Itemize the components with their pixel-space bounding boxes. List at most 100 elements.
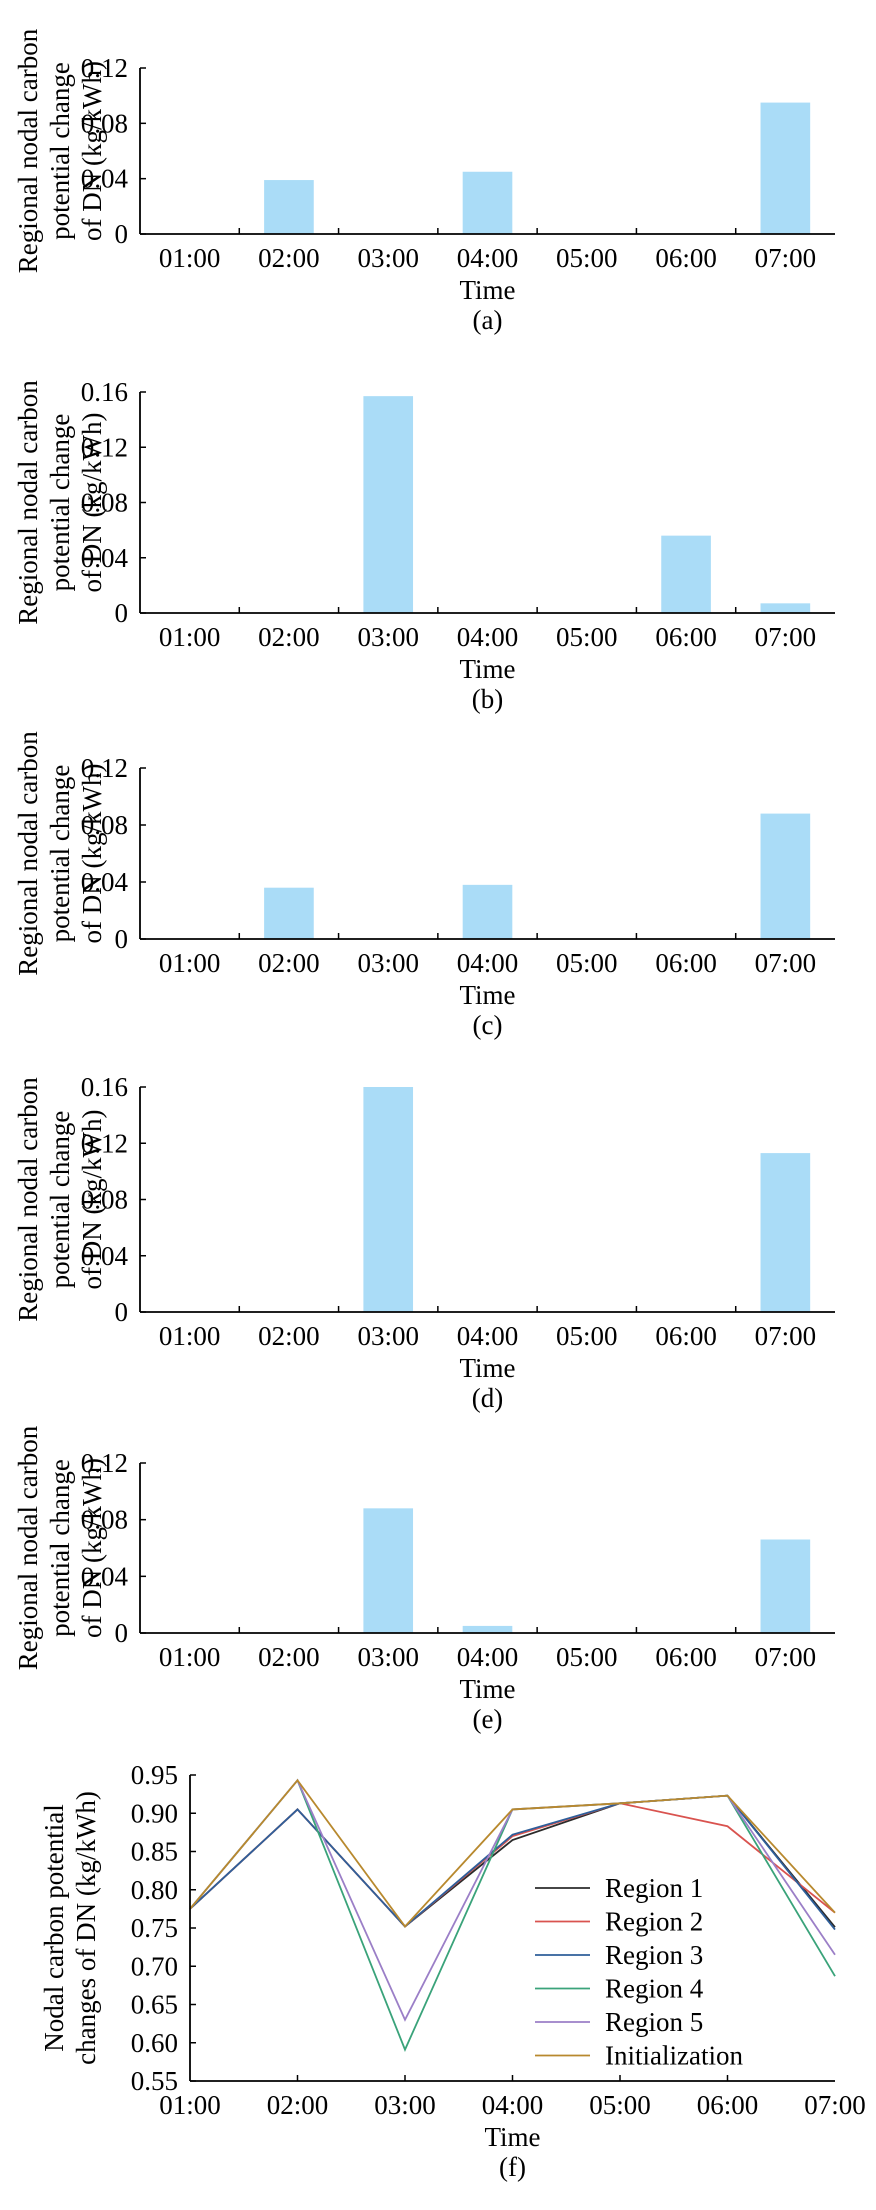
y-axis-label: Regional nodal carbon potential change of …: [13, 1425, 107, 1670]
y-tick-label: 0.55: [131, 2066, 178, 2096]
y-tick-label: 0.85: [131, 1837, 178, 1867]
bar: [462, 1625, 513, 1633]
x-tick-label: 03:00: [357, 1642, 419, 1672]
x-tick-label: 02:00: [258, 1321, 320, 1351]
legend-label: Region 3: [605, 1940, 703, 1970]
y-tick-label: 0.90: [131, 1798, 178, 1828]
x-tick-label: 03:00: [357, 948, 419, 978]
y-tick-label: 0.04: [81, 867, 129, 897]
y-tick-label: 0.95: [131, 1760, 178, 1790]
y-tick-label: 0.80: [131, 1875, 178, 1905]
bar: [363, 396, 414, 613]
x-axis-label: Time: [459, 654, 515, 684]
bar: [760, 813, 811, 939]
y-axis-label-line: changes of DN (kg/kWh): [71, 1791, 101, 2065]
series-line: [189, 1802, 836, 1928]
x-axis-label: Time: [459, 1674, 515, 1704]
x-tick-label: 06:00: [655, 1642, 717, 1672]
x-tick-label: 05:00: [556, 948, 618, 978]
x-tick-label: 05:00: [589, 2090, 651, 2120]
y-tick-label: 0.08: [81, 810, 128, 840]
bar: [760, 102, 811, 234]
x-tick-label: 02:00: [258, 948, 320, 978]
y-tick-label: 0.75: [131, 1913, 178, 1943]
x-tick-label: 02:00: [267, 2090, 329, 2120]
bar: [462, 171, 513, 234]
x-tick-label: 01:00: [159, 1321, 221, 1351]
x-tick-label: 03:00: [357, 622, 419, 652]
x-tick-label: 01:00: [159, 622, 221, 652]
series-line: [189, 1778, 836, 2052]
x-tick-label: 03:00: [357, 243, 419, 273]
bar: [760, 1539, 811, 1633]
x-tick-label: 07:00: [755, 948, 817, 978]
legend-label: Region 1: [605, 1873, 703, 1903]
x-tick-label: 07:00: [755, 1321, 817, 1351]
y-tick-label: 0.08: [81, 1505, 128, 1535]
y-tick-label: 0.04: [81, 1561, 129, 1591]
y-axis-label: Regional nodal carbon potential change of …: [13, 380, 107, 625]
y-tick-label: 0.12: [81, 53, 128, 83]
y-tick-label: 0.04: [81, 164, 129, 194]
bar: [462, 884, 513, 939]
legend-label: Region 2: [605, 1907, 703, 1937]
x-tick-label: 04:00: [457, 622, 519, 652]
x-tick-label: 01:00: [159, 1642, 221, 1672]
x-tick-label: 03:00: [374, 2090, 436, 2120]
y-tick-label: 0.16: [81, 1072, 128, 1102]
y-axis-label-line: potential change: [45, 1111, 75, 1289]
y-axis-label: Regional nodal carbon potential change of …: [13, 731, 107, 976]
panel-label: (a): [473, 305, 503, 335]
y-axis-label-line: potential change: [45, 1459, 75, 1637]
y-tick-label: 0.65: [131, 1990, 178, 2020]
y-tick-label: 0.04: [81, 543, 129, 573]
x-tick-label: 06:00: [655, 1321, 717, 1351]
bar: [363, 1087, 414, 1312]
legend-label: Region 4: [605, 1974, 704, 2004]
bar: [661, 535, 711, 613]
y-axis-label-line: potential change: [45, 414, 75, 592]
y-axis-label-line: potential change: [45, 62, 75, 240]
legend-label: Initialization: [605, 2041, 743, 2071]
y-axis-label-line: Regional nodal carbon: [13, 1077, 43, 1322]
x-tick-label: 04:00: [457, 243, 519, 273]
y-axis-label: Regional nodal carbon potential change of …: [13, 1077, 107, 1322]
x-tick-label: 01:00: [159, 243, 221, 273]
x-tick-label: 05:00: [556, 243, 618, 273]
x-tick-label: 07:00: [804, 2090, 866, 2120]
x-axis-label: Time: [459, 275, 515, 305]
x-tick-label: 06:00: [655, 622, 717, 652]
y-axis-label-line: Nodal carbon potential: [39, 1804, 69, 2051]
y-axis-label-line: of DN (kg/kWh): [77, 764, 107, 944]
y-tick-label: 0.08: [81, 488, 128, 518]
bar: [760, 1153, 811, 1312]
bar: [363, 1508, 414, 1633]
x-tick-label: 06:00: [697, 2090, 759, 2120]
x-tick-label: 05:00: [556, 1642, 618, 1672]
x-tick-label: 03:00: [357, 1321, 419, 1351]
y-tick-label: 0.04: [81, 1241, 129, 1271]
y-axis-label-line: Regional nodal carbon: [13, 731, 43, 976]
y-axis-label-line: of DN (kg/kWh): [77, 61, 107, 241]
y-axis-label: Nodal carbon potential changes of DN (kg/…: [39, 1791, 101, 2065]
x-tick-label: 06:00: [655, 243, 717, 273]
x-tick-label: 05:00: [556, 1321, 618, 1351]
y-tick-label: 0.08: [81, 1185, 128, 1215]
x-tick-label: 02:00: [258, 622, 320, 652]
x-tick-label: 04:00: [457, 1321, 519, 1351]
panel-label: (d): [472, 1383, 503, 1413]
bar: [264, 887, 314, 939]
x-tick-label: 04:00: [457, 1642, 519, 1672]
x-tick-label: 04:00: [482, 2090, 544, 2120]
y-axis-label: Regional nodal carbon potential change of …: [13, 28, 107, 273]
y-axis-label-line: Regional nodal carbon: [13, 1425, 43, 1670]
y-tick-label: 0.12: [81, 1448, 128, 1478]
x-tick-label: 07:00: [755, 1642, 817, 1672]
x-axis-label: Time: [484, 2122, 540, 2152]
x-tick-label: 02:00: [258, 243, 320, 273]
x-axis-label: Time: [459, 1353, 515, 1383]
x-tick-label: 04:00: [457, 948, 519, 978]
y-tick-label: 0: [115, 598, 129, 628]
y-tick-label: 0: [115, 924, 129, 954]
x-tick-label: 01:00: [159, 948, 221, 978]
